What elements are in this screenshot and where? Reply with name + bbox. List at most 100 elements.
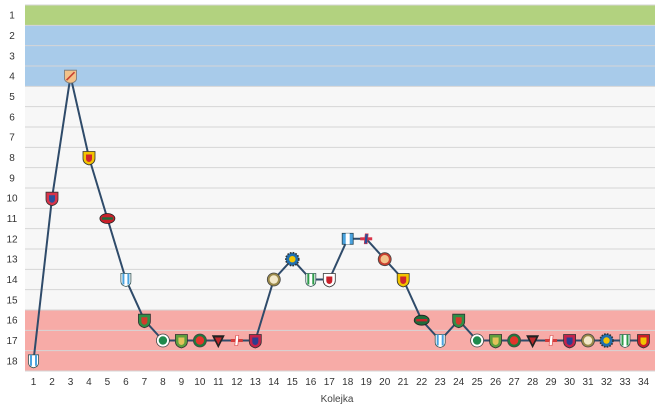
y-tick-label: 12 bbox=[6, 234, 18, 245]
dash-crest-icon bbox=[360, 233, 373, 245]
data-point-33 bbox=[619, 334, 631, 348]
data-point-8 bbox=[155, 333, 170, 348]
y-tick-label: 10 bbox=[6, 194, 18, 205]
x-tick-label: 29 bbox=[546, 377, 558, 388]
round-crest-icon bbox=[470, 333, 485, 348]
data-point-21 bbox=[396, 273, 410, 288]
x-tick-label: 12 bbox=[231, 377, 243, 388]
y-tick-label: 9 bbox=[9, 173, 15, 184]
y-tick-label: 7 bbox=[9, 133, 15, 144]
data-point-11 bbox=[211, 335, 225, 349]
dash-crest-icon bbox=[230, 335, 243, 346]
data-point-23 bbox=[434, 334, 446, 348]
x-tick-label: 32 bbox=[601, 377, 613, 388]
stripes-crest-icon bbox=[619, 334, 631, 348]
x-tick-label: 34 bbox=[638, 377, 650, 388]
y-tick-label: 2 bbox=[9, 31, 15, 42]
data-point-5 bbox=[99, 213, 116, 224]
x-tick-label: 21 bbox=[398, 377, 410, 388]
data-point-29 bbox=[545, 335, 558, 346]
shield-crest-icon bbox=[563, 334, 576, 349]
oval-crest-icon bbox=[413, 314, 430, 326]
pennant-crest-icon bbox=[526, 335, 540, 349]
shield-crest-icon bbox=[452, 313, 466, 329]
x-tick-label: 16 bbox=[305, 377, 317, 388]
y-tick-label: 1 bbox=[9, 11, 15, 22]
data-point-12 bbox=[230, 335, 243, 346]
y-tick-label: 16 bbox=[6, 316, 18, 327]
x-tick-label: 31 bbox=[582, 377, 594, 388]
shield-crest-icon bbox=[637, 334, 650, 349]
x-tick-label: 9 bbox=[179, 377, 185, 388]
round-crest-icon bbox=[266, 272, 281, 287]
shield-crest-icon bbox=[45, 191, 59, 207]
x-tick-label: 3 bbox=[68, 377, 74, 388]
data-point-9 bbox=[174, 334, 188, 349]
zone-band-1 bbox=[25, 5, 655, 26]
data-point-22 bbox=[413, 314, 430, 326]
data-point-10 bbox=[192, 333, 207, 348]
y-tick-label: 8 bbox=[9, 153, 15, 164]
stripes-crest-icon bbox=[120, 273, 132, 287]
x-tick-label: 30 bbox=[564, 377, 576, 388]
shield-crest-icon bbox=[489, 334, 503, 349]
x-tick-label: 5 bbox=[105, 377, 111, 388]
y-tick-label: 14 bbox=[6, 275, 18, 286]
data-point-28 bbox=[526, 335, 540, 349]
gear-crest-icon bbox=[599, 333, 614, 348]
x-tick-label: 20 bbox=[379, 377, 391, 388]
y-tick-label: 4 bbox=[9, 72, 15, 83]
x-tick-label: 23 bbox=[435, 377, 447, 388]
y-tick-label: 6 bbox=[9, 112, 15, 123]
position-line bbox=[32, 75, 644, 361]
shield-crest-icon bbox=[174, 334, 188, 349]
club-crest-markers bbox=[28, 69, 650, 369]
shield-crest-icon bbox=[248, 334, 262, 349]
pennant-crest-icon bbox=[211, 335, 225, 349]
data-point-3 bbox=[64, 69, 77, 84]
x-tick-label: 10 bbox=[194, 377, 206, 388]
y-tick-label: 11 bbox=[7, 214, 18, 225]
x-axis-label: Kolejka bbox=[321, 394, 354, 405]
data-point-30 bbox=[563, 334, 576, 349]
x-tick-label: 2 bbox=[49, 377, 55, 388]
data-point-6 bbox=[120, 273, 132, 287]
x-tick-label: 17 bbox=[324, 377, 336, 388]
x-tick-label: 15 bbox=[287, 377, 299, 388]
y-tick-label: 17 bbox=[6, 336, 18, 347]
y-tick-label: 3 bbox=[9, 51, 15, 62]
x-tick-label: 27 bbox=[509, 377, 521, 388]
gear-crest-icon bbox=[284, 251, 300, 267]
data-point-31 bbox=[581, 333, 595, 348]
stripes-crest-icon bbox=[28, 354, 39, 369]
data-point-19 bbox=[360, 233, 373, 245]
x-tick-label: 6 bbox=[123, 377, 129, 388]
data-point-16 bbox=[305, 273, 317, 287]
x-tick-label: 26 bbox=[490, 377, 502, 388]
data-point-15 bbox=[284, 251, 300, 267]
y-tick-label: 18 bbox=[6, 356, 18, 367]
tower-crest-icon bbox=[341, 232, 354, 245]
stripes-crest-icon bbox=[305, 273, 317, 287]
data-point-4 bbox=[82, 151, 96, 166]
x-tick-label: 4 bbox=[86, 377, 92, 388]
x-tick-label: 33 bbox=[619, 377, 631, 388]
y-tick-label: 15 bbox=[6, 295, 18, 306]
shield-crest-icon bbox=[82, 151, 96, 166]
round-crest-icon bbox=[192, 333, 207, 348]
shield-crest-icon bbox=[137, 313, 151, 329]
x-tick-label: 25 bbox=[472, 377, 484, 388]
x-tick-label: 7 bbox=[142, 377, 148, 388]
data-point-18 bbox=[341, 232, 354, 245]
zone-band-3 bbox=[25, 86, 655, 310]
data-point-20 bbox=[377, 252, 392, 267]
x-tick-label: 11 bbox=[213, 377, 224, 388]
x-tick-label: 18 bbox=[342, 377, 354, 388]
data-point-1 bbox=[28, 354, 39, 369]
data-point-34 bbox=[637, 334, 650, 349]
data-point-27 bbox=[507, 333, 521, 348]
x-tick-label: 1 bbox=[31, 377, 37, 388]
x-tick-label: 14 bbox=[268, 377, 280, 388]
round-crest-icon bbox=[155, 333, 170, 348]
